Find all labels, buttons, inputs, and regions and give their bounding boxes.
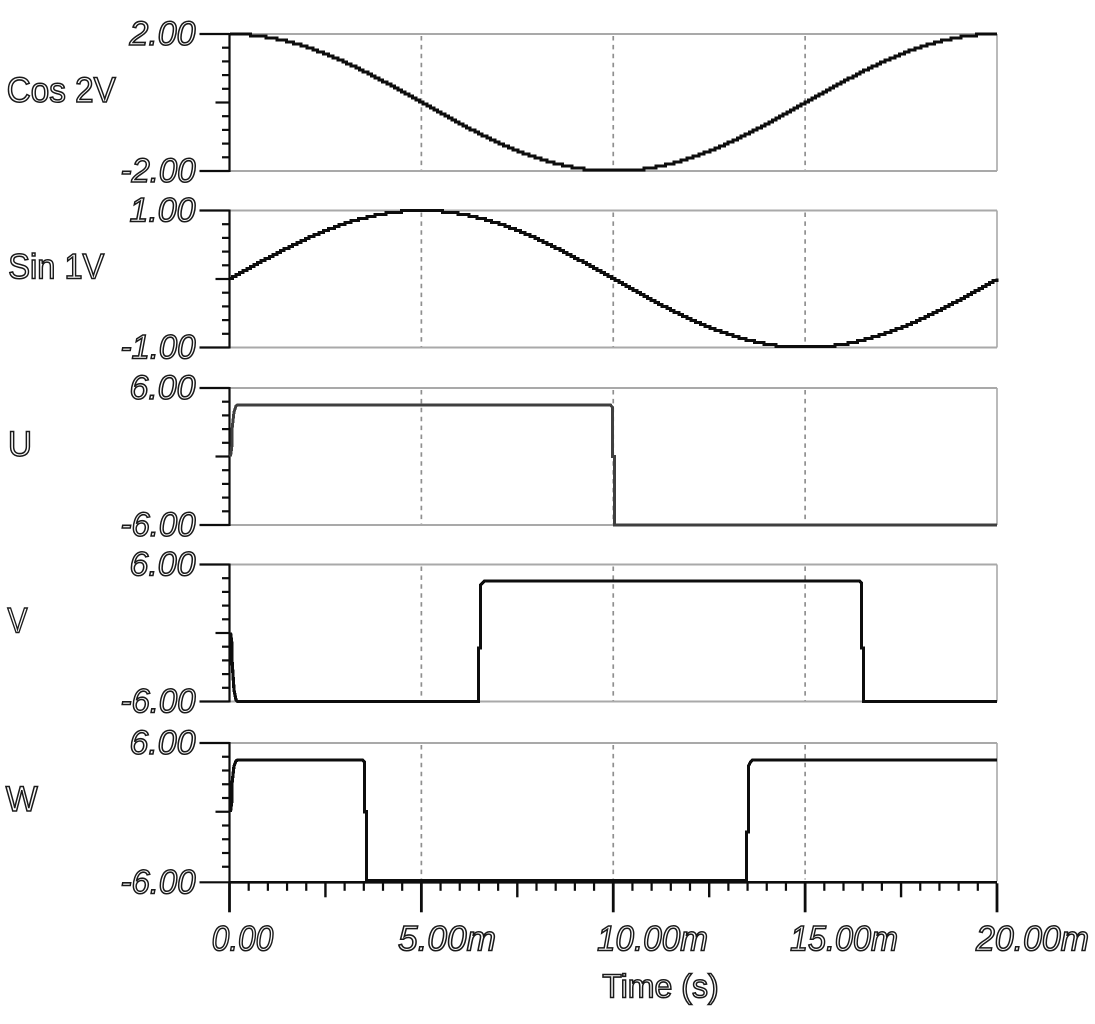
svg-text:10.00m: 10.00m [597, 920, 708, 959]
svg-text:-2.00: -2.00 [121, 152, 196, 190]
svg-text:6.00: 6.00 [130, 546, 196, 584]
svg-text:1.00: 1.00 [130, 192, 196, 230]
svg-text:Time (s): Time (s) [602, 968, 719, 1005]
svg-text:6.00: 6.00 [130, 369, 196, 407]
svg-text:5.00m: 5.00m [398, 920, 496, 959]
svg-text:Sin 1V: Sin 1V [8, 248, 105, 287]
svg-text:V: V [8, 602, 29, 641]
svg-text:2.00: 2.00 [129, 15, 196, 53]
svg-text:20.00m: 20.00m [975, 920, 1089, 959]
svg-text:W: W [6, 780, 38, 819]
svg-text:-6.00: -6.00 [121, 863, 196, 901]
svg-text:-1.00: -1.00 [121, 329, 196, 367]
svg-text:-6.00: -6.00 [121, 683, 196, 721]
svg-text:-6.00: -6.00 [121, 506, 196, 544]
svg-text:6.00: 6.00 [130, 724, 196, 762]
svg-text:0.00: 0.00 [212, 920, 274, 959]
svg-text:15.00m: 15.00m [790, 920, 898, 959]
svg-text:Cos 2V: Cos 2V [7, 71, 117, 110]
svg-text:U: U [8, 425, 32, 464]
